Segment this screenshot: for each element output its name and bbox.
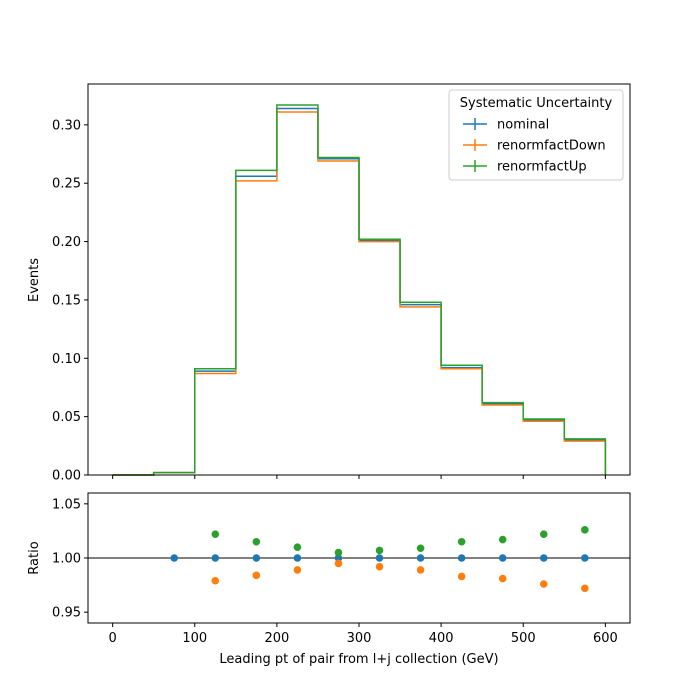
ratio-point-renormfactDown [539, 580, 548, 588]
ratio-x-tick-label: 300 [347, 631, 372, 646]
ratio-point-renormfactUp [375, 546, 384, 555]
ratio-point-renormfactDown [416, 566, 425, 574]
ratio-point-renormfactUp [457, 537, 466, 546]
main-x-ticks [112, 475, 606, 479]
main-y-tick-label: 0.20 [52, 235, 81, 250]
main-y-tick-label: 0.15 [52, 293, 81, 308]
ratio-point-renormfactUp [539, 530, 548, 538]
ratio-point-renormfactDown [211, 576, 220, 585]
ratio-point-nominal [498, 554, 507, 562]
ratio-point-renormfactUp [498, 535, 507, 544]
ratio-point-nominal [375, 554, 384, 562]
ratio-series-group [88, 526, 630, 593]
legend: Systematic Uncertainty nominal renormfact… [448, 89, 624, 181]
ratio-y-tick-label: 1.05 [52, 497, 81, 512]
ratio-point-nominal [539, 554, 548, 562]
ratio-point-renormfactDown [457, 572, 466, 581]
ratio-point-renormfactDown [252, 571, 261, 580]
ratio-point-nominal [416, 554, 425, 562]
ratio-point-nominal [581, 554, 589, 562]
ratio-point-renormfactUp [252, 537, 261, 546]
ratio-point-nominal [252, 554, 261, 562]
legend-box [448, 89, 624, 181]
main-y-axis-label: Events [27, 258, 42, 302]
ratio-point-nominal [334, 554, 343, 562]
legend-label-renormfactDown: renormfactDown [497, 139, 606, 154]
legend-label-nominal: nominal [497, 118, 549, 133]
ratio-x-tick-label: 100 [182, 631, 207, 646]
main-y-tick-label: 0.30 [52, 118, 81, 133]
x-axis-label: Leading pt of pair from l+j collection (… [219, 652, 498, 667]
ratio-x-tick-label: 200 [264, 631, 289, 646]
legend-label-renormfactUp: renormfactUp [497, 160, 587, 175]
ratio-x-tick-label: 0 [108, 631, 116, 646]
legend-entries: nominal renormfactDown renormfactUp [463, 118, 606, 175]
ratio-point-renormfactDown [581, 584, 589, 593]
series-step-renormfactUp [112, 104, 607, 476]
ratio-y-tick-label: 1.00 [52, 552, 81, 567]
main-y-tick-label: 0.10 [52, 352, 81, 367]
ratio-y-ticks: 0.95 1.00 1.05 [52, 497, 88, 621]
ratio-x-tick-label: 500 [511, 631, 536, 646]
ratio-point-nominal [170, 554, 179, 562]
ratio-x-tick-label: 400 [429, 631, 454, 646]
ratio-y-tick-label: 0.95 [52, 606, 81, 621]
ratio-point-nominal [211, 554, 220, 562]
ratio-point-renormfactUp [211, 530, 220, 538]
ratio-plot-panel: 0 100 200 300 400 500 600 0.95 1.00 1.05 Ratio L… [27, 492, 631, 667]
main-y-tick-label: 0.25 [52, 177, 81, 192]
ratio-point-renormfactDown [375, 562, 384, 571]
ratio-point-renormfactDown [293, 566, 302, 574]
ratio-point-renormfactUp [581, 526, 589, 534]
main-y-ticks: 0.00 0.05 0.10 0.15 0.20 0.25 0.30 [52, 118, 88, 484]
ratio-point-renormfactUp [334, 548, 343, 557]
ratio-point-renormfactUp [416, 544, 425, 553]
ratio-point-renormfactDown [334, 559, 343, 568]
ratio-point-nominal [293, 554, 302, 562]
ratio-point-nominal [457, 554, 466, 562]
main-series-group [112, 104, 607, 476]
ratio-x-tick-label: 600 [593, 631, 618, 646]
legend-title: Systematic Uncertainty [460, 96, 613, 111]
main-y-tick-label: 0.00 [52, 469, 81, 484]
ratio-y-axis-label: Ratio [27, 541, 42, 574]
ratio-x-ticks: 0 100 200 300 400 500 600 [108, 623, 618, 646]
ratio-point-renormfactUp [293, 543, 302, 551]
ratio-point-renormfactDown [498, 574, 507, 583]
main-y-tick-label: 0.05 [52, 410, 81, 425]
main-plot-panel: 0.00 0.05 0.10 0.15 0.20 0.25 0.30 Events Syst… [27, 83, 631, 484]
